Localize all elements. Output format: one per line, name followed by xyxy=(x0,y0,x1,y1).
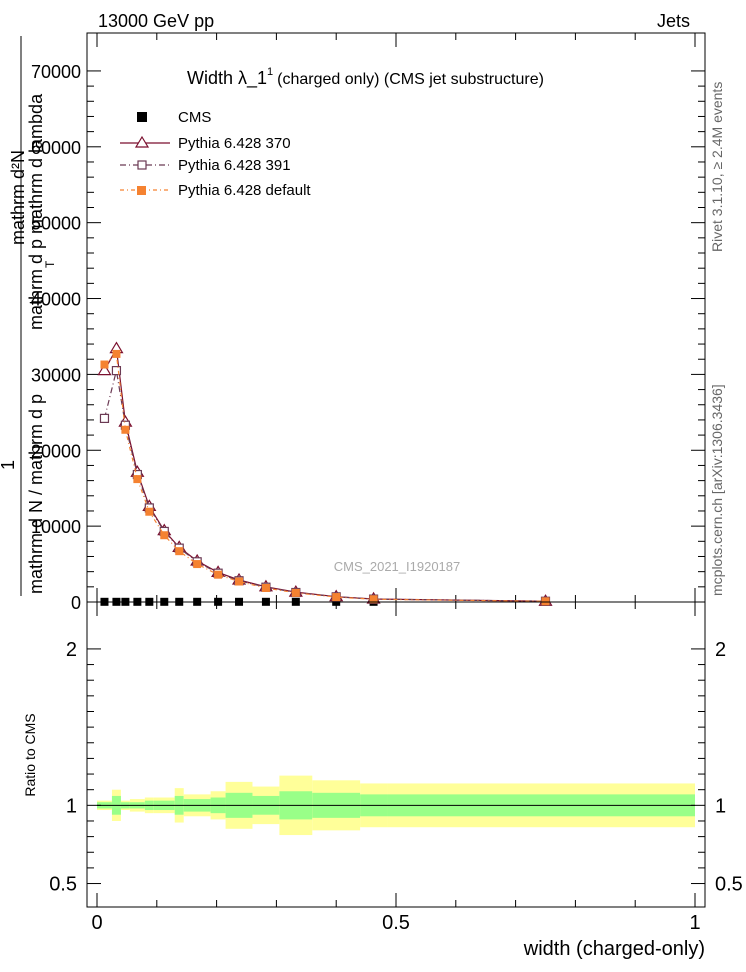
ratio-ytick-label-right: 2 xyxy=(715,639,726,661)
series-point-default xyxy=(235,577,244,586)
main-ytick-label: 20000 xyxy=(31,441,81,461)
main-ytick-label: 10000 xyxy=(31,517,81,537)
ylabel-numerator-sub: T xyxy=(43,260,57,268)
series-point-default xyxy=(121,425,130,434)
main-series xyxy=(97,341,553,606)
ratio-xtick-label: 0 xyxy=(91,912,102,934)
header-left: 13000 GeV pp xyxy=(98,11,214,31)
legend-391: Pythia 6.428 391 xyxy=(178,157,291,174)
title-rest: (charged only) (CMS jet substructure) xyxy=(277,71,544,88)
legend-marker-391 xyxy=(137,160,147,170)
ylabel-numerator-2: mathrm d p mathrm d lambda xyxy=(26,93,46,330)
header-right: Jets xyxy=(657,11,690,31)
xlabel: width (charged-only) xyxy=(523,938,705,960)
legend-cms: CMS xyxy=(178,109,211,126)
series-point-default xyxy=(133,475,142,484)
series-line-1 xyxy=(103,346,546,602)
rivet-label: Rivet 3.1.10, ≥ 2.4M events xyxy=(709,82,725,252)
main-ytick-label: 40000 xyxy=(31,290,81,310)
legend-marker-370 xyxy=(134,135,150,148)
main-panel: 0 10000 20000 30000 40000 50000 60000 70000 CMS… xyxy=(0,32,706,613)
ratio-ylabel: Ratio to CMS xyxy=(22,713,38,796)
main-ytick-label: 30000 xyxy=(31,365,81,385)
ratio-ytick-label-right: 1 xyxy=(715,795,726,817)
series-point-391 xyxy=(99,413,110,424)
ratio-ytick-label-left: 1 xyxy=(66,795,77,817)
series-point-default xyxy=(175,547,184,556)
chart-title: Width λ_11 (charged only) (CMS jet substr… xyxy=(187,66,544,89)
ratio-panel: 0.5 0.5 1 1 2 2 0 0.5 1 Ratio to CMS width (char… xyxy=(22,601,743,960)
main-ytick-label: 70000 xyxy=(31,62,81,82)
series-point-default xyxy=(160,531,169,540)
ratio-ytick-label-left: 2 xyxy=(66,639,77,661)
ratio-axis-ticks: 0.5 0.5 1 1 2 2 0 0.5 1 xyxy=(49,602,743,934)
main-ylabel: mathrm d²N mathrm d p mathrm d lambda T … xyxy=(0,36,57,596)
mcplots-label: mcplots.cern.ch [arXiv:1306.3436] xyxy=(709,384,725,596)
series-point-default xyxy=(145,507,154,516)
title-main: Width λ_1 xyxy=(187,68,267,89)
series-point-default xyxy=(214,570,223,579)
series-point-default xyxy=(541,597,550,606)
ylabel-one: 1 xyxy=(0,460,18,470)
ratio-ytick-label-right: 0.5 xyxy=(715,874,743,896)
ylabel-denominator: mathrm d N / mathrm d p xyxy=(26,394,46,594)
series-point-default xyxy=(100,360,109,369)
ratio-frame xyxy=(86,601,706,908)
ratio-ytick-label-left: 0.5 xyxy=(49,874,77,896)
series-point-default xyxy=(261,583,270,592)
watermark: CMS_2021_I1920187 xyxy=(334,559,461,574)
series-point-default xyxy=(291,588,300,597)
series-point-default xyxy=(193,560,202,569)
series-point-default xyxy=(369,595,378,604)
ratio-bands xyxy=(97,775,695,836)
series-point-370 xyxy=(97,363,112,376)
main-ytick-label: 0 xyxy=(71,593,81,613)
ratio-xtick-label: 1 xyxy=(689,912,700,934)
legend-marker-default xyxy=(137,186,146,195)
series-line-3 xyxy=(104,352,546,602)
series-point-391 xyxy=(111,366,122,376)
legend-marker-cms xyxy=(137,112,147,122)
main-ytick-label: 60000 xyxy=(31,138,81,158)
main-axis-ticks: 0 10000 20000 30000 40000 50000 60000 70000 xyxy=(31,33,705,613)
legend-370: Pythia 6.428 370 xyxy=(178,135,291,152)
series-point-default xyxy=(112,349,121,358)
legend: CMS Pythia 6.428 370 Pythia 6.428 391 Py… xyxy=(120,109,311,199)
title-sup: 1 xyxy=(267,66,273,78)
series-line-2 xyxy=(103,370,546,602)
ylabel-numerator: mathrm d²N xyxy=(8,150,28,245)
main-ytick-label: 50000 xyxy=(31,214,81,234)
series-point-default xyxy=(332,593,341,602)
legend-default: Pythia 6.428 default xyxy=(178,182,311,199)
ratio-xtick-label: 0.5 xyxy=(382,912,410,934)
